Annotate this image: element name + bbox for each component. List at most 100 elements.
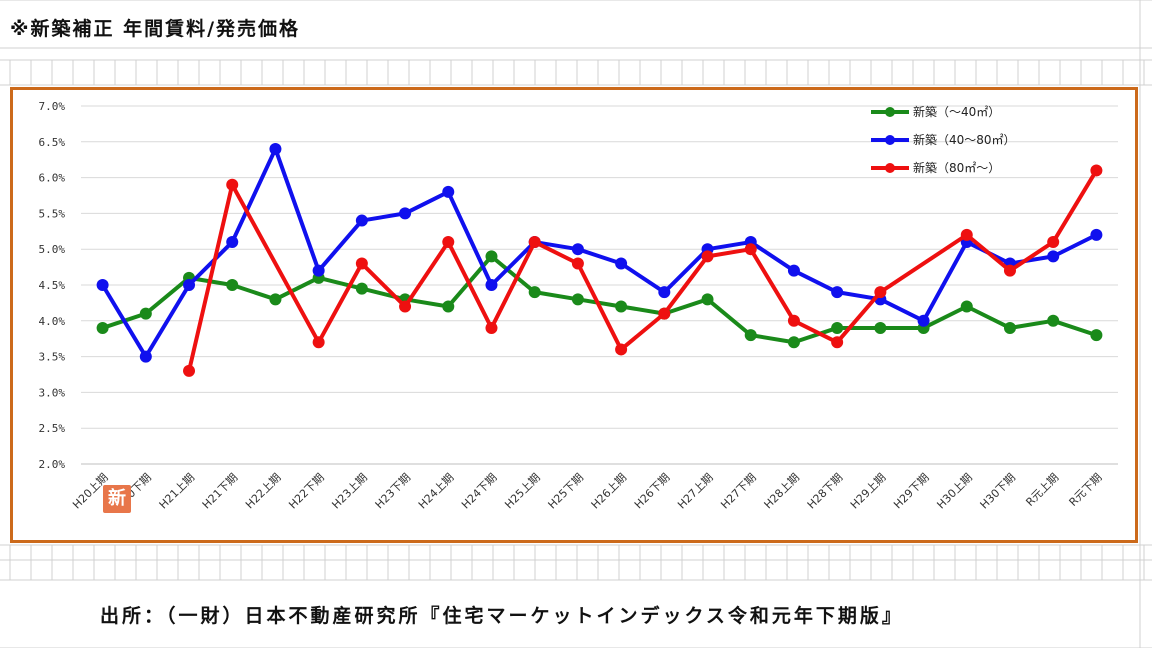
- data-point: [701, 250, 714, 263]
- x-tick-label: H24下期: [459, 471, 500, 512]
- y-tick-label: 3.5%: [39, 351, 66, 364]
- data-point: [139, 350, 152, 363]
- data-point: [1003, 264, 1016, 277]
- x-tick-label: H25上期: [502, 471, 543, 512]
- data-point: [658, 286, 671, 299]
- y-tick-label: 7.0%: [39, 100, 66, 113]
- data-point: [226, 178, 239, 191]
- series-line: [101, 254, 1098, 345]
- legend-swatch-marker: [885, 135, 895, 145]
- data-point: [139, 307, 152, 320]
- x-tick-label: H29上期: [848, 471, 889, 512]
- legend-swatch-marker: [885, 107, 895, 117]
- data-point: [312, 336, 325, 349]
- data-point: [226, 279, 239, 291]
- data-point: [658, 307, 671, 320]
- source-note: 出所：（一財）日本不動産研究所『住宅マーケットインデックス令和元年下期版』: [100, 605, 904, 627]
- data-point: [96, 321, 109, 334]
- series-line: [100, 146, 1098, 359]
- series-line: [187, 169, 1099, 372]
- data-point: [960, 300, 973, 313]
- data-point: [183, 279, 196, 291]
- data-point: [744, 329, 757, 342]
- data-point: [269, 293, 282, 306]
- data-point: [571, 243, 584, 256]
- x-tick-label: H28下期: [805, 471, 846, 512]
- data-point: [485, 250, 498, 263]
- data-point: [787, 336, 800, 349]
- x-tick-label: H30下期: [978, 471, 1019, 512]
- y-tick-label: 3.0%: [39, 386, 66, 399]
- data-point: [615, 257, 628, 270]
- data-point: [1047, 236, 1060, 249]
- page-title: ※新築補正 年間賃料/発売価格: [10, 18, 301, 40]
- legend-label: 新築（40～80㎡）: [913, 132, 1016, 147]
- data-point: [528, 286, 541, 299]
- x-tick-label: H28上期: [762, 471, 803, 512]
- legend-label: 新築（～40㎡）: [913, 104, 1000, 119]
- data-point: [1003, 321, 1016, 334]
- data-point: [615, 300, 628, 313]
- data-point: [485, 279, 498, 291]
- x-tick-label: H22上期: [243, 471, 284, 512]
- x-tick-label: H24上期: [416, 471, 457, 512]
- data-point: [355, 282, 368, 295]
- y-tick-label: 2.5%: [39, 422, 66, 435]
- data-point: [1090, 164, 1103, 177]
- data-point: [960, 228, 973, 241]
- data-point: [874, 321, 887, 334]
- data-point: [787, 264, 800, 277]
- y-tick-label: 2.0%: [39, 458, 66, 471]
- data-point: [571, 293, 584, 306]
- y-tick-label: 4.0%: [39, 315, 66, 328]
- data-point: [528, 236, 541, 249]
- x-tick-label: H23下期: [373, 471, 414, 512]
- x-tick-label: H21下期: [200, 471, 241, 512]
- data-point: [831, 321, 844, 334]
- data-point: [1090, 329, 1103, 342]
- x-tick-label: H29下期: [891, 471, 932, 512]
- data-point: [917, 314, 930, 327]
- data-point: [1047, 314, 1060, 327]
- data-point: [269, 142, 282, 155]
- y-tick-label: 5.5%: [39, 207, 66, 220]
- data-point: [831, 286, 844, 299]
- data-point: [571, 257, 584, 270]
- data-point: [744, 243, 757, 256]
- data-point: [226, 236, 239, 249]
- data-point: [399, 300, 412, 313]
- x-tick-label: H25下期: [546, 471, 587, 512]
- data-point: [874, 286, 887, 299]
- data-point: [485, 321, 498, 334]
- data-point: [615, 343, 628, 356]
- data-point: [355, 257, 368, 270]
- new-build-stamp: 新: [103, 485, 131, 513]
- data-point: [787, 314, 800, 327]
- x-tick-label: R元下期: [1067, 471, 1105, 509]
- legend-label: 新築（80㎡～）: [913, 160, 1000, 175]
- x-tick-label: H30上期: [934, 471, 975, 512]
- data-point: [1047, 250, 1060, 263]
- line-chart: 2.0% 2.5% 3.0% 3.5% 4.0% 4.5% 5.0% 5.5% 6.0% 6.5%…: [39, 100, 1118, 512]
- x-tick-label: H26上期: [589, 471, 630, 512]
- x-tick-label: H23上期: [329, 471, 370, 512]
- x-tick-label: H27上期: [675, 471, 716, 512]
- x-tick-label: H27下期: [718, 471, 759, 512]
- x-tick-label: R元上期: [1023, 471, 1061, 509]
- y-tick-label: 6.0%: [39, 172, 66, 185]
- y-tick-label: 6.5%: [39, 136, 66, 149]
- data-point: [399, 207, 412, 220]
- data-point: [183, 364, 196, 377]
- data-point: [831, 336, 844, 349]
- data-point: [701, 293, 714, 306]
- data-point: [355, 214, 368, 227]
- x-tick-label: H26下期: [632, 471, 673, 512]
- data-point: [442, 300, 455, 313]
- y-tick-label: 5.0%: [39, 243, 66, 256]
- y-tick-label: 4.5%: [39, 279, 66, 292]
- chart-frame: 2.0% 2.5% 3.0% 3.5% 4.0% 4.5% 5.0% 5.5% 6.0% 6.5%…: [10, 87, 1138, 543]
- data-point: [96, 279, 109, 291]
- data-point: [1090, 228, 1103, 241]
- x-tick-label: H22下期: [286, 471, 327, 512]
